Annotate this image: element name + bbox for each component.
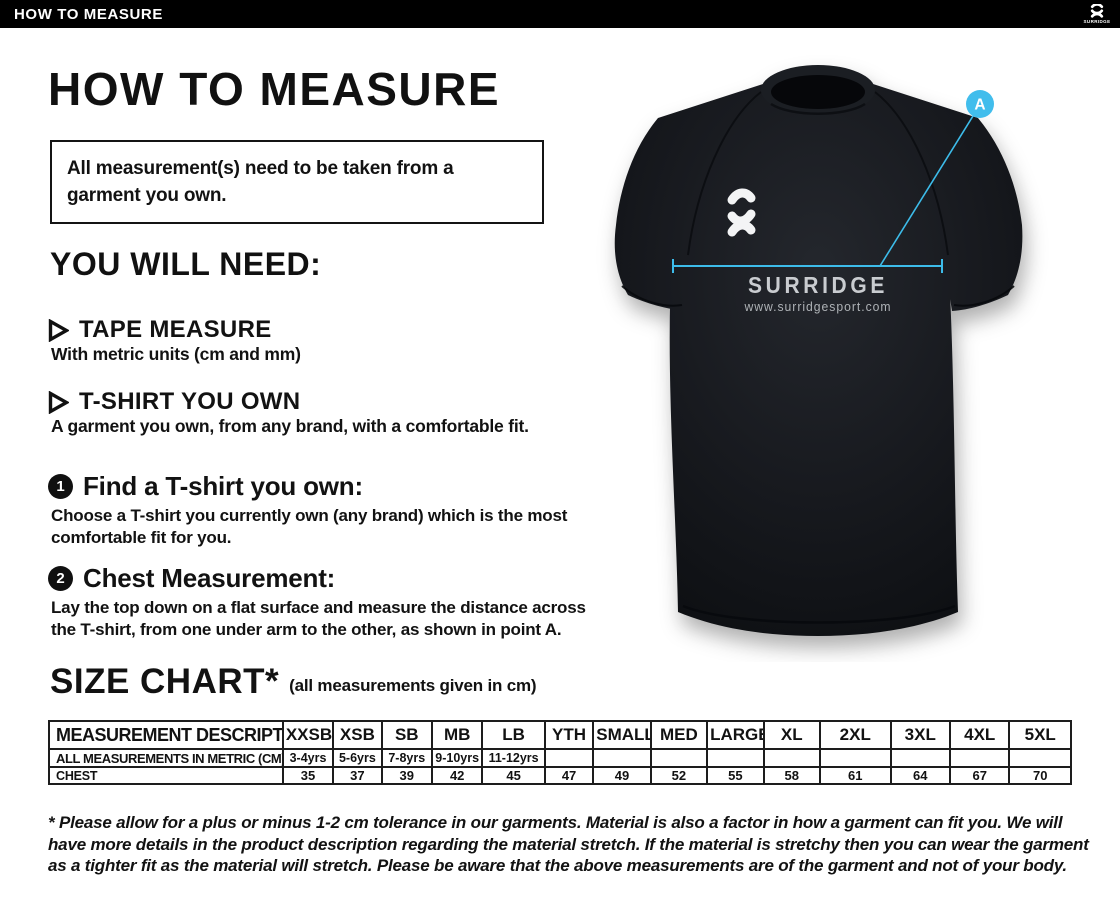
column-header: 3XL (889, 720, 951, 750)
step-2-heading: 2 Chest Measurement: (48, 563, 335, 594)
chest-wordmark: SURRIDGE (748, 272, 888, 298)
table-row: CHEST 35 37 39 42 45 47 49 52 55 58 61 64 67 70 (48, 766, 1072, 785)
cell: 47 (543, 766, 595, 785)
cell: 49 (592, 766, 652, 785)
cell: 5-6yrs (332, 748, 383, 768)
page-title: HOW TO MEASURE (48, 63, 501, 115)
chest-url: www.surridgesport.com (744, 300, 892, 314)
size-chart-heading: SIZE CHART* (50, 662, 280, 701)
cell: 9-10yrs (430, 748, 484, 768)
column-header: XXSB (281, 720, 335, 750)
cell: 52 (649, 766, 709, 785)
cell: 67 (948, 766, 1011, 785)
step-title: Chest Measurement: (83, 563, 336, 593)
need-item-title: TAPE MEASURE (79, 316, 272, 343)
row-label: CHEST (48, 766, 284, 785)
step-title: Find a T-shirt you own: (83, 471, 363, 501)
cell (649, 748, 709, 768)
you-will-need-heading: YOU WILL NEED: (50, 246, 322, 282)
step-number-badge: 2 (48, 566, 73, 591)
top-bar: HOW TO MEASURE SURRIDGE (0, 0, 1120, 28)
row-label: ALL MEASUREMENTS IN METRIC (CM) (48, 748, 284, 768)
cell: 7-8yrs (380, 748, 433, 768)
tshirt-body (614, 65, 1023, 636)
surridge-s-mark-icon (1090, 4, 1104, 18)
cell: 55 (706, 766, 765, 785)
column-header: 4XL (948, 720, 1011, 750)
marker-a-label: A (974, 97, 985, 114)
need-item-title: T-SHIRT YOU OWN (79, 388, 301, 415)
column-header: 2XL (818, 720, 892, 750)
notice-box: All measurement(s) need to be taken from… (50, 140, 544, 224)
surridge-logo: SURRIDGE (1080, 1, 1114, 27)
need-item-tape-measure: TAPE MEASURE (48, 316, 272, 344)
cell (948, 748, 1011, 768)
table-header-row: MEASUREMENT DESCRIPTIONXXSBXSBSBMBLBYTHS… (48, 720, 1072, 750)
play-triangle-icon (48, 390, 69, 414)
column-header: XSB (332, 720, 383, 750)
size-chart-note: (all measurements given in cm) (289, 676, 537, 695)
column-header: MB (430, 720, 484, 750)
cell: 58 (762, 766, 821, 785)
column-header-description: MEASUREMENT DESCRIPTION (48, 720, 284, 750)
size-chart-table: MEASUREMENT DESCRIPTIONXXSBXSBSBMBLBYTHS… (48, 720, 1072, 785)
size-chart-heading-row: SIZE CHART* (all measurements given in c… (50, 662, 537, 702)
surridge-logo-text: SURRIDGE (1083, 19, 1111, 24)
cell: 39 (380, 766, 433, 785)
column-header: YTH (543, 720, 595, 750)
column-header: LARGE (706, 720, 765, 750)
need-item-description: A garment you own, from any brand, with … (51, 416, 529, 436)
cell (1008, 748, 1072, 768)
cell (592, 748, 652, 768)
column-header: LB (481, 720, 546, 750)
marker-a-badge: A (966, 90, 994, 118)
cell: 37 (332, 766, 383, 785)
cell: 11-12yrs (481, 748, 546, 768)
cell: 42 (430, 766, 484, 785)
cell (706, 748, 765, 768)
step-2-description: Lay the top down on a flat surface and m… (51, 598, 586, 639)
cell: 35 (281, 766, 335, 785)
size-chart: MEASUREMENT DESCRIPTIONXXSBXSBSBMBLBYTHS… (48, 720, 1072, 785)
cell (762, 748, 821, 768)
cell: 3-4yrs (281, 748, 335, 768)
step-1-description: Choose a T-shirt you currently own (any … (51, 506, 568, 547)
top-bar-title: HOW TO MEASURE (14, 5, 163, 23)
chest-measure-line (672, 115, 974, 273)
cell (889, 748, 951, 768)
column-header: MED (649, 720, 709, 750)
need-item-description: With metric units (cm and mm) (51, 344, 301, 364)
tshirt-figure: SURRIDGE www.surridgesport.com A (575, 50, 1055, 662)
cell: 70 (1008, 766, 1072, 785)
table-row: ALL MEASUREMENTS IN METRIC (CM) 3-4yrs 5-6… (48, 748, 1072, 768)
cell: 61 (818, 766, 892, 785)
cell: 64 (889, 766, 951, 785)
step-number-badge: 1 (48, 474, 73, 499)
cell: 45 (481, 766, 546, 785)
play-triangle-icon (48, 318, 69, 342)
column-header: 5XL (1008, 720, 1072, 750)
leader-line (879, 115, 974, 267)
cell (543, 748, 595, 768)
size-chart-footnote: * Please allow for a plus or minus 1-2 c… (48, 813, 1089, 875)
column-header: XL (762, 720, 821, 750)
step-1-heading: 1 Find a T-shirt you own: (48, 471, 363, 502)
surridge-s-mark-icon (727, 188, 756, 237)
cell (818, 748, 892, 768)
column-header: SMALL (592, 720, 652, 750)
column-header: SB (380, 720, 433, 750)
need-item-tshirt: T-SHIRT YOU OWN (48, 388, 300, 416)
tshirt-illustration: SURRIDGE www.surridgesport.com A (614, 65, 1023, 636)
